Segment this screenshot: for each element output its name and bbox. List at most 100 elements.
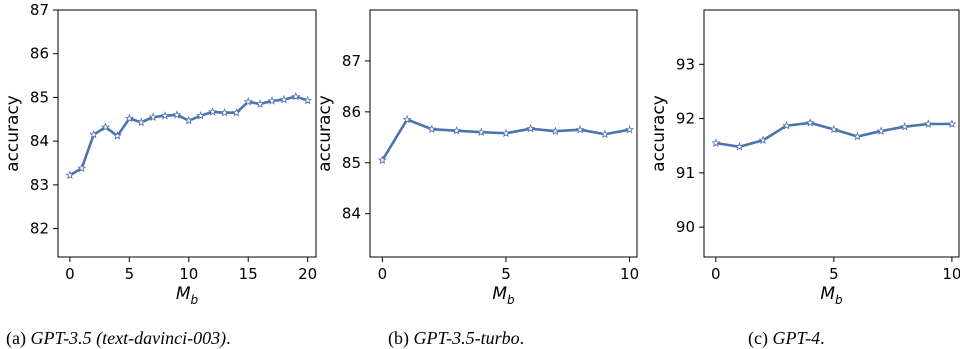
x-axis-label-sub: b xyxy=(507,293,515,307)
x-axis-label-main: M xyxy=(820,284,835,304)
data-point xyxy=(451,125,462,135)
y-tick-label: 90 xyxy=(676,218,695,236)
caption-c-label: (c) xyxy=(748,328,768,348)
data-point xyxy=(575,124,585,134)
data-point xyxy=(231,107,241,117)
x-tick-label: 5 xyxy=(125,265,135,283)
caption-a: (a) GPT-3.5 (text-davinci-003). xyxy=(6,328,231,349)
data-point xyxy=(829,124,839,134)
data-point xyxy=(255,99,265,108)
y-tick-label: 82 xyxy=(30,220,49,238)
chart-c: 0 5 10 90 91 92 93 accuracy Mb xyxy=(649,9,960,307)
x-axis-label: Mb xyxy=(176,284,199,307)
y-tick-label: 86 xyxy=(342,103,361,121)
data-point xyxy=(476,127,486,137)
caption-a-label: (a) xyxy=(6,328,26,348)
data-point xyxy=(711,138,721,147)
data-point xyxy=(77,163,87,173)
data-point xyxy=(101,122,111,132)
caption-c-name: GPT-4 xyxy=(772,328,821,348)
data-point xyxy=(112,131,122,140)
data-point xyxy=(172,110,182,119)
data-point xyxy=(550,126,560,136)
y-tick-label: 87 xyxy=(30,1,49,19)
y-axis-label: accuracy xyxy=(649,95,669,172)
y-tick-label: 84 xyxy=(30,132,49,150)
chart-panel-b: 0 5 10 84 85 86 87 accuracy Mb xyxy=(315,0,640,320)
data-point xyxy=(267,96,277,105)
chart-a: 0 5 10 15 20 82 83 84 85 86 87 accuracy Mb xyxy=(3,1,317,307)
data-point xyxy=(852,131,862,141)
data-point xyxy=(526,123,536,133)
data-point xyxy=(291,91,301,101)
y-tick-label: 84 xyxy=(342,205,361,223)
x-axis-label-sub: b xyxy=(191,293,199,307)
data-point xyxy=(947,119,957,128)
data-point xyxy=(160,111,170,120)
caption-c-end: . xyxy=(820,328,825,348)
chart-panel-a: 0 5 10 15 20 82 83 84 85 86 87 accuracy Mb xyxy=(0,0,320,320)
y-axis-label: accuracy xyxy=(3,95,23,172)
y-tick-label: 86 xyxy=(30,45,49,63)
data-point xyxy=(196,111,206,120)
data-point xyxy=(377,155,387,165)
x-axis-label-sub: b xyxy=(835,293,843,307)
y-tick-label: 85 xyxy=(342,154,361,172)
series-line xyxy=(381,118,630,161)
data-point xyxy=(219,107,229,117)
caption-b-end: . xyxy=(519,328,525,348)
data-point xyxy=(136,117,146,127)
x-axis-label: Mb xyxy=(820,284,843,307)
plot-frame xyxy=(369,9,638,258)
caption-b: (b) GPT-3.5-turbo. xyxy=(388,328,524,349)
y-tick-label: 92 xyxy=(676,110,695,128)
data-point xyxy=(427,124,437,134)
chart-b: 0 5 10 84 85 86 87 accuracy Mb xyxy=(315,9,639,307)
y-axis-label: accuracy xyxy=(315,95,335,172)
data-point xyxy=(782,120,792,130)
data-point xyxy=(923,119,933,128)
x-tick-label: 5 xyxy=(501,265,511,283)
caption-a-name: GPT-3.5 (text-davinci-003) xyxy=(30,328,227,348)
data-point xyxy=(402,114,412,124)
data-point xyxy=(279,94,289,104)
x-tick-label: 20 xyxy=(298,265,317,283)
data-point xyxy=(89,129,99,139)
data-point xyxy=(148,112,158,121)
plot-frame xyxy=(57,9,317,258)
x-tick-label: 10 xyxy=(179,265,198,283)
x-axis-label-main: M xyxy=(492,284,507,304)
x-axis-label: Mb xyxy=(492,284,515,307)
data-point xyxy=(208,107,218,116)
data-point xyxy=(805,118,815,127)
x-tick-label: 0 xyxy=(711,265,721,283)
data-point xyxy=(303,95,313,105)
data-point xyxy=(876,126,886,135)
y-tick-label: 83 xyxy=(30,176,49,194)
data-point xyxy=(184,115,194,125)
data-point xyxy=(65,170,75,180)
data-point xyxy=(243,97,253,106)
series-line xyxy=(69,95,309,177)
data-point xyxy=(625,124,635,134)
x-tick-label: 0 xyxy=(378,265,388,283)
y-tick-label: 85 xyxy=(30,88,49,106)
x-tick-label: 10 xyxy=(942,265,960,283)
y-tick-label: 91 xyxy=(676,164,695,182)
data-point xyxy=(501,128,511,138)
x-tick-label: 10 xyxy=(620,265,639,283)
x-tick-label: 15 xyxy=(239,265,258,283)
y-tick-label: 93 xyxy=(676,55,695,73)
caption-c: (c) GPT-4. xyxy=(748,328,825,349)
caption-b-label: (b) xyxy=(388,328,409,348)
data-point xyxy=(734,142,744,151)
y-tick-label: 87 xyxy=(342,52,361,70)
x-tick-label: 5 xyxy=(829,265,839,283)
data-point xyxy=(758,135,768,145)
data-point xyxy=(900,121,910,131)
data-point xyxy=(124,113,134,123)
plot-frame xyxy=(703,9,960,258)
x-tick-label: 0 xyxy=(65,265,75,283)
data-point xyxy=(600,129,610,139)
chart-panel-c: 0 5 10 90 91 92 93 accuracy Mb xyxy=(640,0,960,320)
